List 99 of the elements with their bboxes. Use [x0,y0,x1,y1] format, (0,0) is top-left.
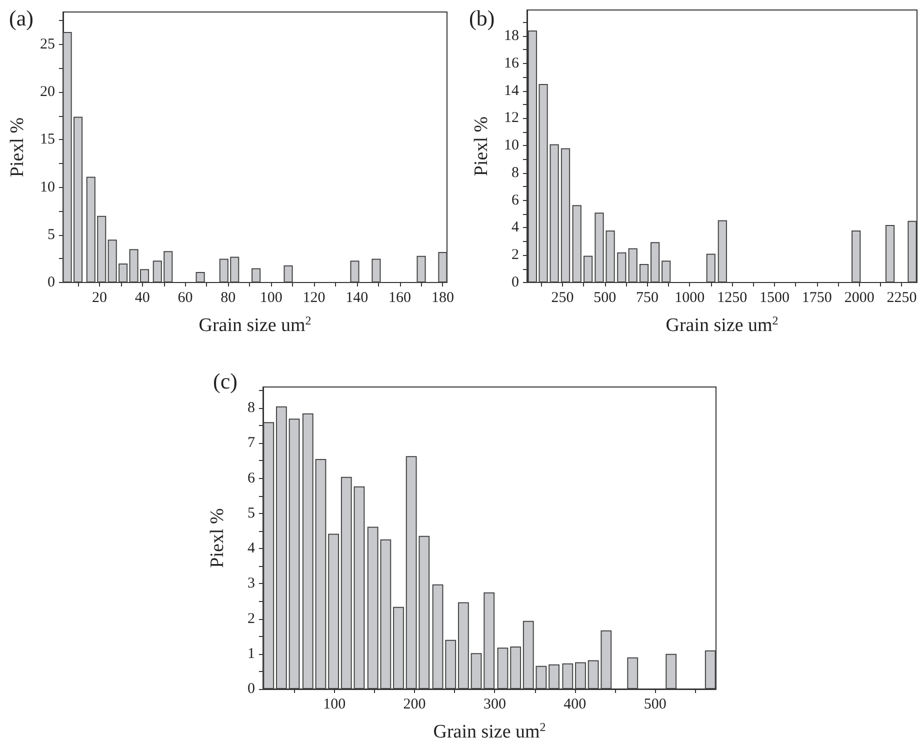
bar [458,602,469,689]
y-tick-label: 20 [40,84,55,100]
x-tick-label: 1000 [674,290,705,306]
chart-title: (c) [213,368,238,394]
bar [550,144,559,282]
bar [718,220,727,282]
x-tick-label: 1500 [760,290,790,306]
bar [470,653,482,689]
x-tick-label: 100 [323,696,346,712]
bar [288,418,300,689]
x-tick-label: 120 [302,290,326,306]
y-tick-label: 6 [248,470,256,486]
bar [560,148,570,282]
bar [416,256,426,282]
x-tick-label: 40 [134,290,150,306]
bar [706,254,716,282]
x-tick-label: 750 [636,290,659,306]
x-tick-label: 140 [346,290,368,306]
bar [263,422,274,689]
x-tick-label: 80 [220,290,236,306]
bar [372,258,381,282]
bar [276,406,287,689]
x-tick-label: 1250 [717,290,748,306]
y-tick-label: 8 [512,164,519,181]
bar [315,458,326,689]
bar [252,268,261,282]
y-tick-label: 15 [40,132,55,148]
x-tick-label: 250 [551,290,574,306]
y-tick-label: 1 [248,646,255,662]
y-tick-label: 10 [40,179,55,196]
y-tick-label: 18 [504,28,519,44]
y-tick-label: 7 [248,435,256,452]
bar [627,657,638,689]
x-tick-label: 200 [403,696,426,712]
y-tick-label: 2 [248,610,255,627]
x-tick-label: 100 [260,290,282,306]
y-axis-title: Piexl % [7,117,28,178]
x-tick-label: 160 [388,290,412,306]
bar [510,646,522,689]
bar [628,248,638,282]
y-axis-title: Piexl % [471,116,492,176]
bar [852,230,861,282]
chart-title: (b) [469,6,495,30]
bar [650,242,660,282]
x-tick-label: 500 [644,696,666,712]
chart-title: (a) [9,6,34,30]
y-tick-label: 4 [512,220,520,236]
bar [885,224,895,282]
bar [548,664,560,689]
bar [354,486,365,689]
bar [639,264,649,282]
bar [522,620,534,689]
y-tick-label: 2 [512,247,519,264]
y-tick-label: 0 [512,274,519,290]
bar [704,650,716,689]
bar [666,654,677,689]
y-tick-label: 16 [504,55,520,72]
bar [196,272,205,282]
bar [284,265,293,282]
x-tick-label: 500 [594,290,616,306]
bar [302,413,314,689]
y-tick-label: 12 [504,110,519,126]
x-tick-label: 180 [431,290,454,306]
y-tick-label: 5 [48,226,55,243]
x-tick-label: 300 [483,696,506,712]
y-tick-label: 25 [40,36,55,52]
bar [432,584,444,689]
y-tick-label: 14 [504,82,520,99]
y-tick-label: 3 [248,576,255,592]
bar [584,256,593,282]
y-tick-label: 5 [248,505,255,522]
bar [393,606,404,689]
y-tick-label: 0 [48,274,55,290]
bar [662,260,671,282]
bar [497,648,508,689]
bar [562,663,574,689]
y-tick-label: 8 [248,400,255,416]
y-tick-label: 0 [248,681,255,697]
x-tick-label: 2000 [844,290,874,306]
bar [445,640,456,689]
bar [350,260,360,282]
bar [484,592,495,689]
x-tick-label: 60 [178,290,193,306]
bar [572,205,582,282]
x-tick-label: 2250 [886,290,917,306]
y-tick-label: 6 [512,192,520,208]
x-tick-label: 1750 [802,290,832,306]
bar [908,220,917,282]
bar [536,666,547,689]
bar [328,534,340,689]
y-tick-label: 10 [504,138,519,154]
x-tick-label: 20 [92,290,107,306]
bar [438,252,448,282]
y-axis-title: Piexl % [207,508,228,568]
bar [575,662,586,689]
bar [340,476,352,689]
bar [617,252,626,282]
y-tick-label: 4 [248,540,256,557]
x-tick-label: 400 [564,696,586,712]
